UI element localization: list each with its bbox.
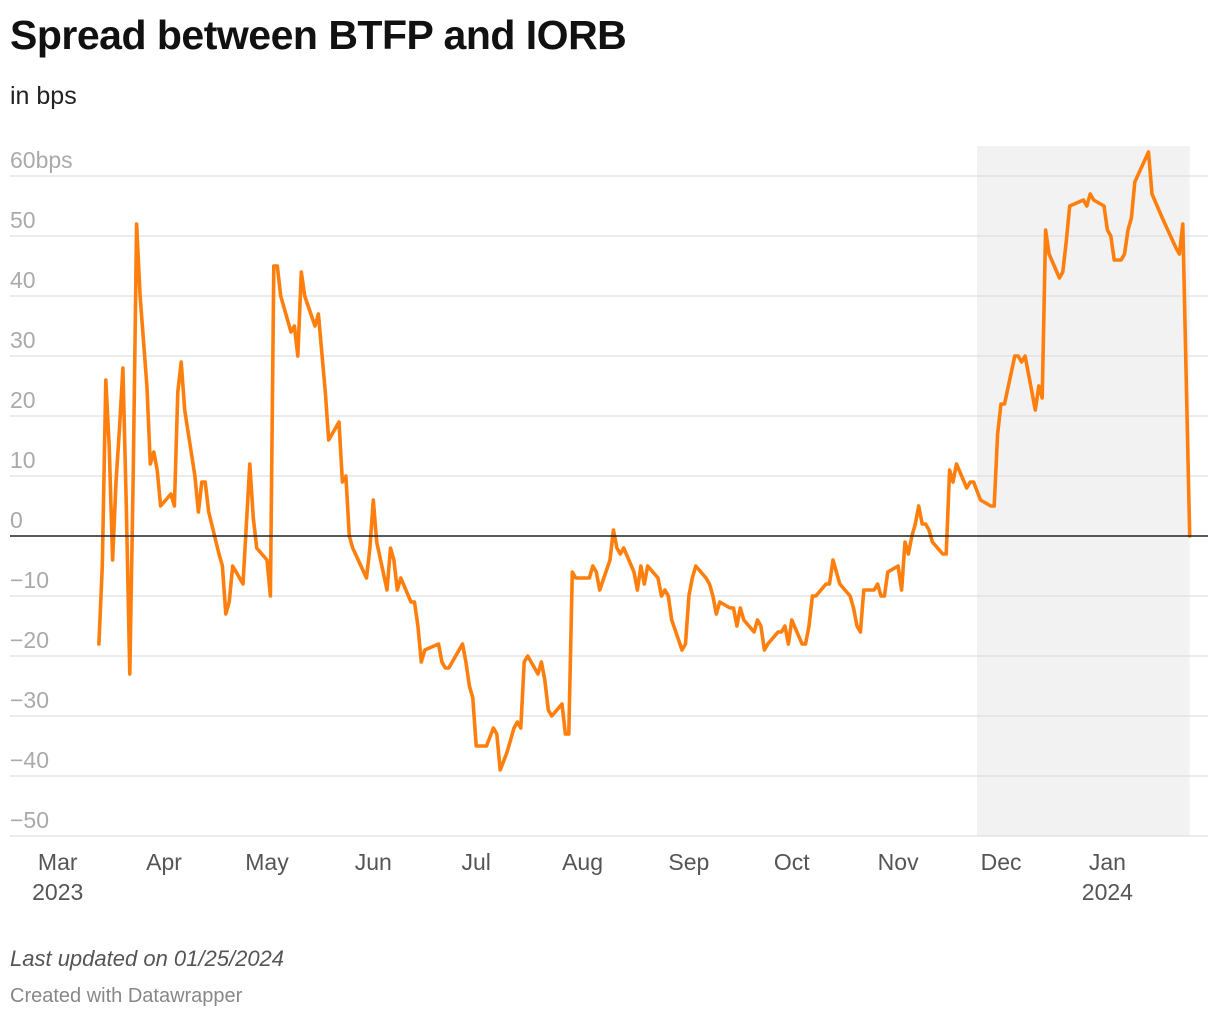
y-tick-label: 40 [10,267,36,293]
y-tick-label: −50 [10,807,49,833]
x-tick-label: Jul [462,849,491,875]
x-tick-label: Dec [981,849,1022,875]
x-tick-year: 2023 [32,879,83,905]
datawrapper-credit[interactable]: Created with Datawrapper [10,985,243,1007]
series-line-0 [97,150,1192,772]
x-tick-label: Nov [878,849,919,875]
shaded-period [977,146,1190,836]
y-tick-label: 10 [10,447,36,473]
x-tick-label: May [245,849,289,875]
y-tick-label: −40 [10,747,49,773]
x-tick-label: Jan [1089,849,1126,875]
y-tick-label: −20 [10,627,49,653]
chart-subtitle: in bps [10,82,77,110]
y-tick-label: 60bps [10,147,73,173]
x-tick-year: 2024 [1082,879,1133,905]
y-tick-label: −10 [10,567,49,593]
x-tick-label: Sep [668,849,709,875]
last-updated-note: Last updated on 01/25/2024 [10,946,285,971]
x-tick-label: Jun [355,849,392,875]
x-tick-label: Aug [562,849,603,875]
y-tick-label: −30 [10,687,49,713]
y-tick-label: 0 [10,507,23,533]
x-tick-label: Oct [774,849,810,875]
chart-title: Spread between BTFP and IORB [10,12,627,58]
y-tick-label: 20 [10,387,36,413]
line-chart: 60bps 50 40 30 20 10 0 −10 −20 −30 −40 −50 Mar 2023 Ap… [10,146,1208,905]
y-tick-label: 30 [10,327,36,353]
x-tick-label: Apr [146,849,182,875]
y-tick-label: 50 [10,207,36,233]
x-tick-label: Mar [38,849,78,875]
